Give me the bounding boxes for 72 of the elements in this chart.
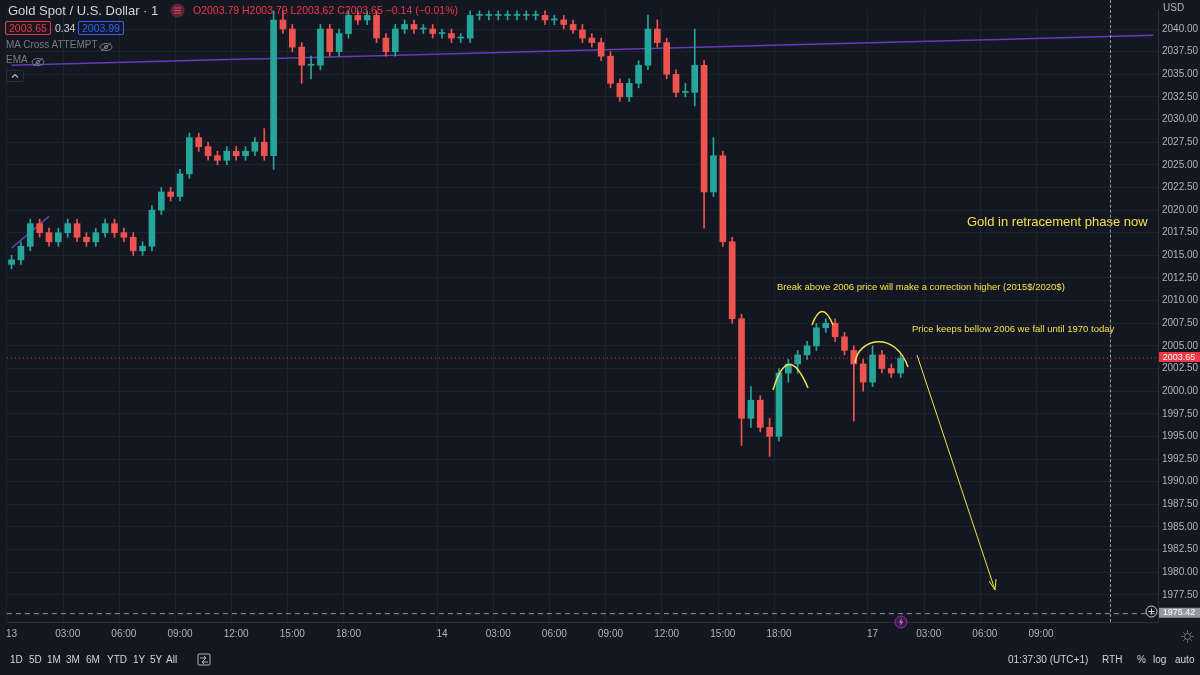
y-tick-label: 1985.00 [1162,520,1199,532]
x-tick-label: 09:00 [598,627,624,639]
annotation: Break above 2006 price will make a correction higher (2015$/2020$) [777,281,1065,292]
x-tick-label: 12:00 [223,627,250,639]
y-tick-label: 1980.00 [1162,565,1199,577]
chart-subtitle: O2003.79 H2003.79 L2003.62 C2003.65 −0.14 (−0.01%) [193,4,459,16]
annotation: 2003.99 [78,21,124,35]
x-tick-label: 06:00 [541,627,568,639]
x-tick-label: 17 [867,627,879,639]
text: 1D [10,654,23,665]
x-tick-label: 18:00 [766,627,792,639]
y-tick-label: 1995.00 [1162,430,1199,442]
text: 1Y [133,654,146,665]
x-tick-label: 06:00 [972,627,998,639]
text: 6M [86,654,100,665]
y-tick-label: 2027.50 [1162,135,1199,147]
y-tick-label: 2037.50 [1162,45,1199,57]
text: log [1153,654,1167,665]
y-tick-label: 2022.50 [1162,181,1199,193]
annotation: EMA [6,54,28,65]
chart-title: Gold Spot / U.S. Dollar · 1 [8,3,159,18]
y-tick-label: 2010.00 [1162,294,1199,306]
y-tick-label: 2012.50 [1162,271,1199,283]
y-tick-label: 2015.00 [1162,249,1199,261]
y-tick-label: 2000.00 [1162,384,1199,396]
y-tick-label: 1977.50 [1162,588,1199,600]
y-tick-label: 2005.00 [1162,339,1199,351]
text: YTD [107,654,127,665]
y-tick-label: 1987.50 [1162,498,1199,510]
x-tick-label: 09:00 [1028,627,1054,639]
y-tick-label: 2035.00 [1162,68,1199,80]
x-tick-label: 03:00 [916,627,942,639]
x-tick-label: 03:00 [55,627,81,639]
x-tick-label: 18:00 [335,627,362,639]
y-tick-label: 2002.50 [1162,362,1199,374]
text: RTH [1102,654,1123,665]
annotation: Gold in retracement phase now [967,214,1148,229]
y-tick-label: 1997.50 [1162,407,1199,419]
y-tick-label: 2030.00 [1162,113,1199,125]
text: 1M [47,654,61,665]
annotation: 2003.65 [5,21,51,35]
y-tick-label: 2032.50 [1162,90,1199,102]
text: All [166,654,178,665]
y-tick-label: 2017.50 [1162,226,1199,238]
y-tick-label: 2040.00 [1162,22,1199,34]
text: 01:37:30 (UTC+1) [1008,654,1089,665]
x-tick-label: 15:00 [710,627,736,639]
y-tick-label: 1990.00 [1162,475,1199,487]
y-tick-label: 2020.00 [1162,203,1199,215]
candlestick [307,55,315,80]
ref-line-label: 2003.65 [1162,351,1196,362]
x-tick-label: 09:00 [167,627,193,639]
annotation: 0.34 [55,22,76,34]
x-tick-label: 15:00 [279,627,306,639]
x-tick-label: 03:00 [485,627,512,639]
ref-line-label: 1975.42 [1162,607,1196,618]
y-tick-label: 2025.00 [1162,158,1199,170]
text: 3M [66,654,80,665]
y-tick-label: 1982.50 [1162,543,1199,555]
text: 5Y [150,654,163,665]
text: auto [1175,654,1195,665]
x-tick-label: 14 [436,627,449,639]
x-tick-label: 12:00 [654,627,680,639]
y-axis-title: USD [1163,2,1185,13]
y-tick-label: 2007.50 [1162,316,1199,328]
x-tick-label: 06:00 [111,627,137,639]
text: % [1137,654,1146,665]
x-tick-label: 13 [6,627,18,639]
annotation: MA Cross ATTEMPT [6,39,98,50]
annotation: Price keeps bellow 2006 we fall until 1970 today [912,323,1115,334]
text: 5D [29,654,42,665]
y-tick-label: 1992.50 [1162,452,1199,464]
